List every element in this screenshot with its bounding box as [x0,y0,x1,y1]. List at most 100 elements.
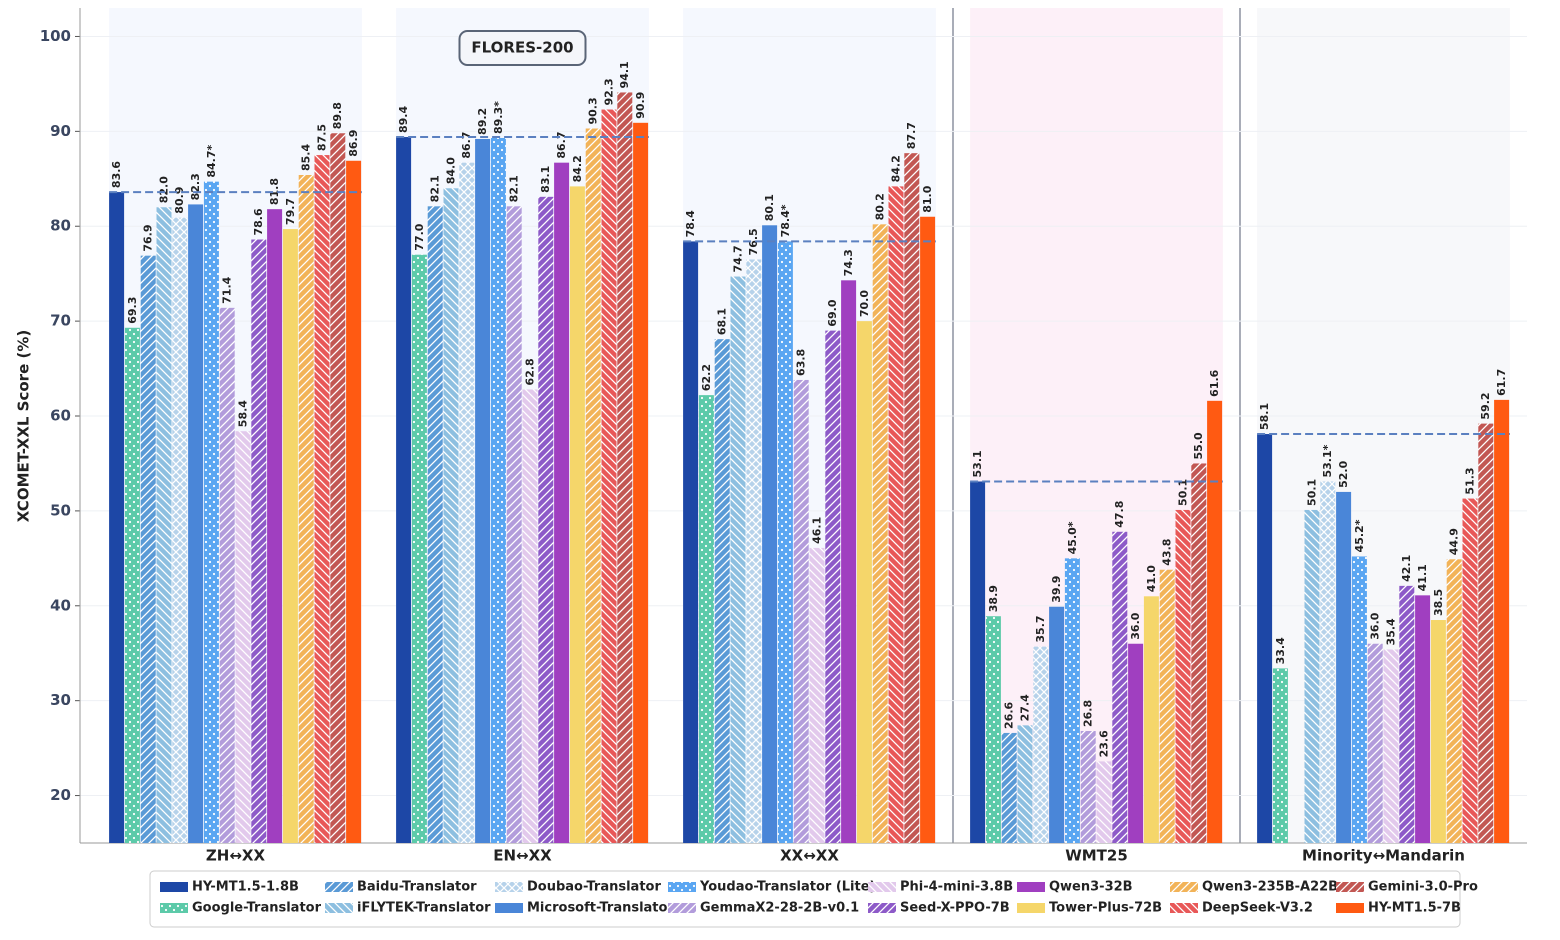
bar [920,216,936,843]
legend-swatch [325,882,353,892]
bar [746,259,762,843]
bar [1080,731,1096,843]
legend-swatch [668,882,696,892]
value-label: 82.3 [189,173,202,200]
value-label: 59.2 [1479,392,1492,419]
value-label: 55.0 [1192,432,1205,459]
value-label: 92.3 [602,78,615,105]
value-label: 90.9 [634,92,647,119]
bar [475,138,491,843]
bar [1064,558,1080,843]
value-label: 41.1 [1416,564,1429,591]
legend-label: Qwen3-235B-A22B [1202,880,1338,895]
legend-swatch [1170,882,1198,892]
bar [1383,649,1399,843]
value-label: 61.7 [1495,369,1508,396]
y-tick-label: 100 [40,27,71,45]
bar [585,128,601,843]
bar [1017,725,1033,843]
value-label: 47.8 [1113,501,1126,528]
value-label: 38.5 [1432,589,1445,616]
bar [443,188,459,844]
legend-label: Google-Translator [192,901,322,916]
value-label: 45.0* [1066,521,1079,554]
value-label: 78.6 [252,208,265,235]
value-label: 53.1 [971,450,984,477]
legend-swatch [495,882,523,892]
legend-swatch [868,882,896,892]
y-tick-label: 70 [50,312,71,330]
bar [1351,556,1367,843]
bar [714,339,730,843]
bar [490,137,506,843]
bar [985,616,1001,843]
value-label: 89.8 [331,102,344,129]
bar [188,204,204,843]
value-label: 69.3 [126,297,139,324]
value-label: 62.8 [523,358,536,385]
value-label: 36.0 [1129,612,1142,639]
y-tick-label: 20 [50,786,71,804]
value-label: 76.5 [747,228,760,255]
value-label: 89.4 [397,106,410,133]
value-label: 87.5 [315,124,328,151]
value-label: 84.2 [571,155,584,182]
bar [825,330,841,843]
bar [396,137,412,843]
value-label: 45.2* [1353,519,1366,552]
bar [109,192,125,844]
bar [172,217,188,844]
legend-swatch [668,903,696,913]
bar [1320,481,1336,843]
value-label: 41.0 [1145,565,1158,592]
bar [235,431,251,843]
value-label: 83.6 [110,161,123,188]
value-label: 84.2 [889,155,902,182]
legend-swatch [495,903,523,913]
legend-label: Baidu-Translator [357,880,477,895]
bar [219,307,235,843]
bar [809,547,825,843]
value-label: 84.7* [205,145,218,178]
bar [1304,509,1320,843]
value-label: 23.6 [1097,730,1110,757]
bar [970,481,986,843]
value-label: 38.9 [987,585,1000,612]
legend-swatch [160,882,188,892]
bar [203,181,219,844]
value-label: 79.7 [284,198,297,225]
bar [124,327,140,843]
bar [1159,569,1175,843]
bar [1207,400,1223,843]
legend-swatch [1336,882,1364,892]
bar [1430,620,1446,843]
y-tick-label: 60 [50,407,71,425]
value-label: 35.4 [1384,618,1397,645]
y-tick-label: 50 [50,501,71,519]
legend-label: Seed-X-PPO-7B [900,901,1010,916]
bar [1494,399,1510,843]
value-label: 87.7 [905,122,918,149]
value-label: 52.0 [1337,460,1350,487]
value-label: 82.1 [508,175,521,202]
value-label: 86.9 [347,130,360,157]
bar [1175,509,1191,843]
legend-label: HY-MT1.5-1.8B [192,880,299,895]
value-label: 81.8 [268,178,281,205]
value-label: 58.1 [1258,403,1271,430]
bar [1336,491,1352,843]
y-tick-label: 30 [50,691,71,709]
bar [251,239,267,844]
value-label: 78.4* [779,204,792,237]
bar [1191,463,1207,843]
value-label: 82.1 [429,175,442,202]
x-tick-label: Minority↔Mandarin [1302,847,1465,865]
value-label: 70.0 [858,290,871,317]
legend-label: Phi-4-mini-3.8B [900,880,1013,895]
legend-label: Tower-Plus-72B [1049,901,1162,916]
value-label: 61.6 [1208,369,1221,396]
bar [330,133,346,843]
value-label: 74.3 [842,249,855,276]
legend-label: Doubao-Translator [527,880,661,895]
value-label: 63.8 [795,349,808,376]
